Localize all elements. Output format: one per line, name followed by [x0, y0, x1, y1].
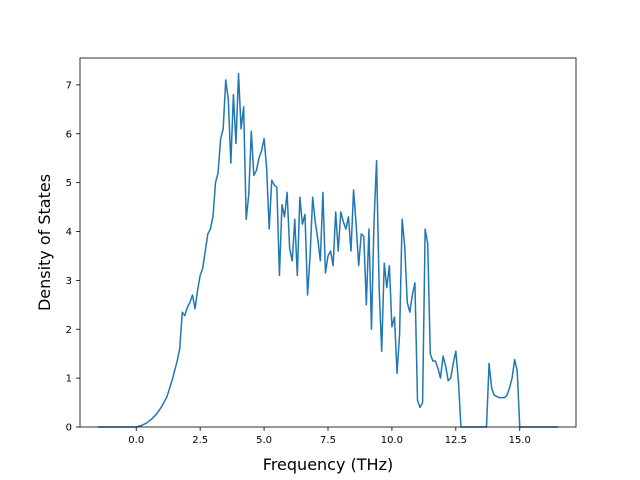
y-tick-label: 7: [66, 80, 72, 91]
x-axis-ticks: 0.0 2.5 5.0 7.5 10.0 12.5 15.0: [128, 427, 531, 446]
y-tick-label: 0: [66, 423, 72, 434]
x-tick-label: 15.0: [509, 435, 531, 446]
y-tick-label: 6: [66, 129, 72, 140]
x-tick-label: 5.0: [256, 435, 272, 446]
y-axis-label: Density of States: [35, 174, 54, 311]
x-tick-label: 7.5: [320, 435, 336, 446]
x-axis-label: Frequency (THz): [263, 455, 393, 474]
plot-frame: [79, 57, 577, 428]
y-tick-label: 4: [66, 227, 72, 238]
y-tick-label: 1: [66, 374, 72, 385]
x-tick-label: 2.5: [192, 435, 208, 446]
dos-series-line: [97, 72, 559, 428]
y-tick-label: 5: [66, 178, 72, 189]
y-tick-label: 2: [66, 325, 72, 336]
y-tick-label: 3: [66, 276, 72, 287]
x-tick-label: 0.0: [128, 435, 144, 446]
x-tick-label: 10.0: [381, 435, 403, 446]
y-axis-ticks: 0 1 2 3 4 5 6 7: [66, 80, 80, 434]
x-tick-label: 12.5: [445, 435, 467, 446]
